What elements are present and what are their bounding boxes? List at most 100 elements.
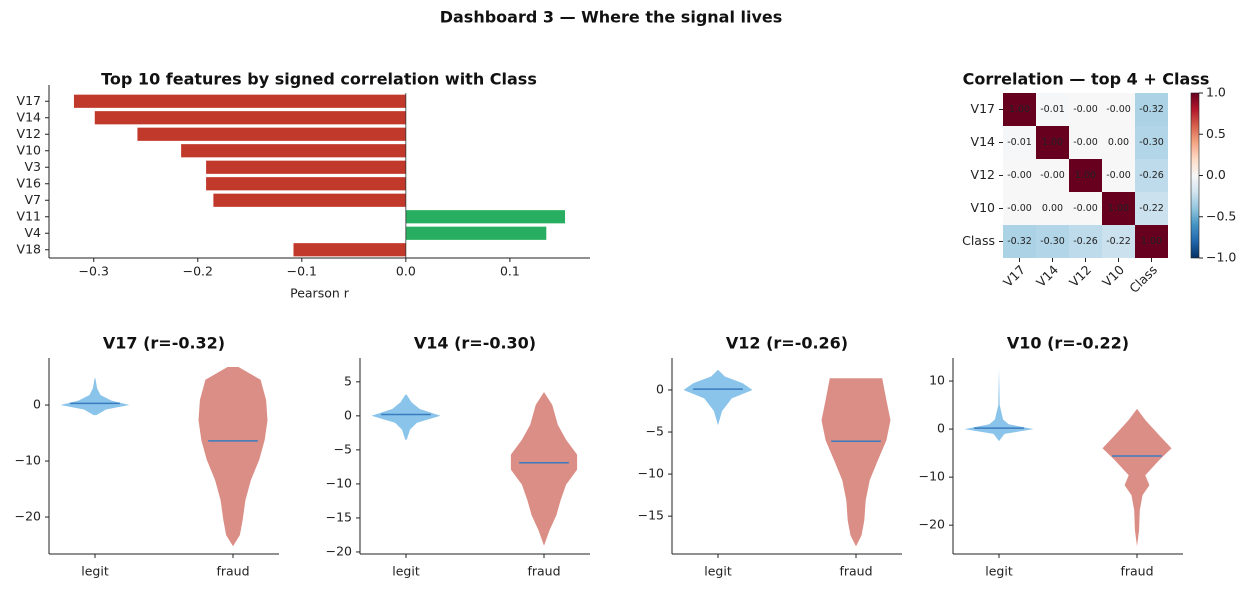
y-tick-label: V12 [17, 126, 41, 141]
cell-label: -0.00 [1073, 104, 1098, 115]
y-tick-label: V4 [24, 225, 41, 240]
y-tick-label: V18 [17, 241, 42, 256]
cell-label: -0.22 [1139, 203, 1164, 214]
bar [181, 144, 406, 158]
chart-title: V10 (r=-0.22) [1007, 334, 1129, 353]
x-tick-label: V17 [1000, 262, 1028, 290]
y-tick-label: 0 [344, 407, 352, 422]
y-tick-label: V10 [17, 142, 42, 157]
cell-label: -0.26 [1139, 170, 1164, 181]
cell-label: -0.01 [1040, 104, 1065, 115]
heatmap-cell [1102, 126, 1135, 159]
y-tick-label: V17 [17, 93, 41, 108]
y-tick-label: −15 [638, 508, 664, 523]
y-tick-label: 0 [656, 381, 664, 396]
heatmap-cell [1003, 225, 1036, 258]
x-tick-label: legit [985, 564, 1013, 579]
cell-label: 1.00 [1075, 170, 1096, 181]
x-tick-label: fraud [216, 564, 249, 579]
heatmap-cell [1102, 192, 1135, 225]
y-tick-label: 10 [929, 373, 945, 388]
heatmap-cell [1069, 126, 1102, 159]
heatmap-cell [1036, 192, 1069, 225]
dashboard-title: Dashboard 3 — Where the signal lives [440, 8, 783, 27]
violin [510, 392, 578, 546]
y-tick-label: −10 [326, 475, 352, 490]
x-tick-label: −0.3 [79, 264, 109, 279]
y-tick-label: −5 [334, 441, 352, 456]
bar [405, 226, 547, 240]
y-tick-label: −10 [919, 469, 945, 484]
chart-title: Top 10 features by signed correlation wi… [101, 70, 537, 89]
chart-title: Correlation — top 4 + Class [963, 70, 1210, 89]
heatmap-cell [1102, 225, 1135, 258]
cell-label: -0.00 [1073, 203, 1098, 214]
cell-label: -0.00 [1040, 170, 1065, 181]
cell-label: 1.00 [1141, 236, 1162, 247]
heatmap-cell [1036, 93, 1069, 126]
y-tick-label: 0 [33, 397, 41, 412]
bar [293, 243, 406, 257]
y-tick-label: 0 [937, 421, 945, 436]
violin [821, 378, 891, 547]
x-tick-label: −0.1 [287, 264, 317, 279]
cell-label: -0.26 [1073, 236, 1098, 247]
y-tick-label: V3 [24, 159, 41, 174]
heatmap-cell [1135, 225, 1168, 258]
bar [405, 210, 566, 224]
x-tick-label: Class [1126, 262, 1160, 296]
violin [683, 369, 753, 426]
y-tick-label: V12 [971, 167, 995, 182]
x-tick-label: fraud [527, 564, 560, 579]
heatmap-cell [1135, 159, 1168, 192]
cell-label: -0.32 [1139, 104, 1164, 115]
heatmap-cell [1036, 225, 1069, 258]
heatmap-cell [1069, 93, 1102, 126]
colorbar-tick-label: 1.0 [1206, 85, 1226, 100]
y-tick-label: Class [962, 233, 995, 248]
colorbar-tick-label: −1.0 [1206, 250, 1236, 265]
bar [206, 160, 406, 174]
y-tick-label: V17 [971, 101, 995, 116]
y-tick-label: −15 [326, 509, 352, 524]
y-tick-label: V14 [17, 109, 42, 124]
heatmap-cell [1102, 93, 1135, 126]
y-tick-label: −20 [326, 543, 352, 558]
heatmap-cell [1003, 93, 1036, 126]
violin [1102, 408, 1172, 547]
heatmap-cell [1102, 159, 1135, 192]
cell-label: -0.00 [1106, 170, 1131, 181]
bar [206, 177, 406, 191]
x-tick-label: V10 [1099, 262, 1127, 290]
heatmap-cell [1135, 126, 1168, 159]
x-tick-label: fraud [839, 564, 872, 579]
y-tick-label: V10 [971, 200, 996, 215]
violin [964, 368, 1034, 442]
heatmap-cell [1069, 225, 1102, 258]
heatmap-cell [1069, 192, 1102, 225]
x-tick-label: 0.1 [500, 264, 520, 279]
y-tick-label: V14 [971, 134, 996, 149]
cell-label: 0.00 [1108, 137, 1129, 148]
y-tick-label: V16 [17, 175, 42, 190]
bar [213, 193, 406, 207]
x-tick-label: 0.0 [396, 264, 416, 279]
cell-label: -0.00 [1073, 137, 1098, 148]
y-tick-label: −20 [15, 509, 41, 524]
cell-label: -0.32 [1007, 236, 1032, 247]
violin [60, 378, 130, 416]
x-tick-label: legit [81, 564, 109, 579]
cell-label: 1.00 [1108, 203, 1129, 214]
colorbar-tick-label: −0.5 [1206, 208, 1236, 223]
heatmap-cell [1003, 192, 1036, 225]
x-tick-label: V14 [1033, 262, 1061, 290]
x-tick-label: −0.2 [183, 264, 213, 279]
heatmap-cell [1003, 159, 1036, 192]
chart-title: V14 (r=-0.30) [414, 334, 536, 353]
y-tick-label: −10 [638, 466, 664, 481]
heatmap-cell [1069, 159, 1102, 192]
violin [371, 394, 441, 440]
y-tick-label: −10 [15, 453, 41, 468]
heatmap-cell [1036, 126, 1069, 159]
